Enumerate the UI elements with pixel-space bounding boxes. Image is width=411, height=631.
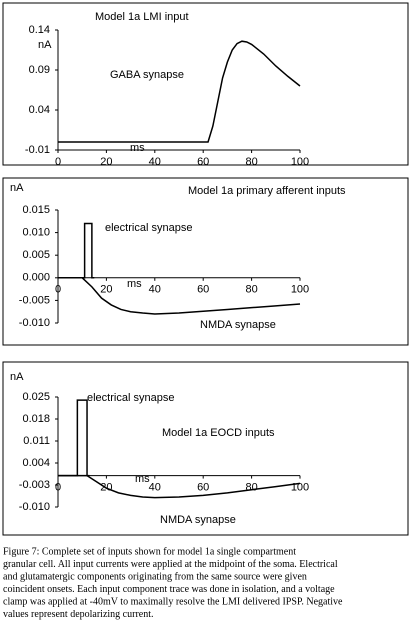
y-tick-label: -0.005 bbox=[19, 294, 50, 306]
chart-title: Model 1a primary afferent inputs bbox=[188, 185, 346, 197]
x-axis-label: ms bbox=[130, 142, 145, 154]
y-tick-label: -0.010 bbox=[19, 317, 50, 329]
series-line bbox=[58, 277, 301, 315]
y-tick-label: 0.09 bbox=[29, 64, 50, 76]
y-tick-label: 0.004 bbox=[22, 457, 50, 469]
y-tick-label: 0.005 bbox=[22, 249, 50, 261]
panel-frame bbox=[2, 2, 409, 166]
series-line bbox=[58, 474, 301, 499]
y-axis-label: nA bbox=[10, 182, 24, 194]
x-tick-label: 20 bbox=[100, 156, 112, 168]
series-line bbox=[58, 222, 95, 279]
chart-title: Model 1a LMI input bbox=[95, 11, 189, 23]
caption-line: granular cell. All input currents were a… bbox=[3, 559, 338, 570]
x-tick-label: 100 bbox=[291, 481, 309, 493]
y-tick-label: -0.010 bbox=[19, 501, 50, 513]
x-tick-label: 0 bbox=[55, 156, 61, 168]
x-tick-label: 60 bbox=[197, 156, 209, 168]
annotation: NMDA synapse bbox=[200, 319, 276, 331]
y-tick-label: 0.011 bbox=[23, 435, 50, 447]
x-tick-label: 20 bbox=[100, 284, 112, 296]
y-axis-label: nA bbox=[10, 371, 24, 383]
panel-frame bbox=[2, 361, 409, 536]
x-tick-label: 80 bbox=[245, 284, 257, 296]
series-line bbox=[58, 399, 90, 477]
annotation: GABA synapse bbox=[110, 69, 184, 81]
y-tick-label: 0.000 bbox=[22, 272, 50, 284]
caption-line: clamp was applied at -40mV to maximally … bbox=[3, 596, 343, 607]
y-tick-label: -0.01 bbox=[25, 144, 50, 156]
panel-frame bbox=[2, 177, 409, 346]
caption-line: and glutamatergic components originating… bbox=[3, 571, 307, 582]
x-tick-label: 40 bbox=[149, 284, 161, 296]
caption-line: values represent depolarizing current. bbox=[3, 609, 154, 620]
x-tick-label: 100 bbox=[291, 156, 309, 168]
x-tick-label: 60 bbox=[197, 481, 209, 493]
annotation: electrical synapse bbox=[87, 392, 174, 404]
x-tick-label: 100 bbox=[291, 284, 309, 296]
y-tick-label: -0.003 bbox=[19, 479, 50, 491]
x-tick-label: 40 bbox=[149, 156, 161, 168]
y-tick-label: 0.025 bbox=[22, 391, 50, 403]
x-tick-label: 40 bbox=[149, 481, 161, 493]
y-tick-label: 0.018 bbox=[22, 413, 50, 425]
y-tick-label: 0.04 bbox=[29, 104, 50, 116]
chart-title: Model 1a EOCD inputs bbox=[162, 427, 275, 439]
annotation: electrical synapse bbox=[105, 222, 192, 234]
x-tick-label: 80 bbox=[245, 156, 257, 168]
series-line bbox=[58, 40, 301, 143]
caption-line: coincident onsets. Each input component … bbox=[3, 584, 335, 595]
x-tick-label: 0 bbox=[55, 284, 61, 296]
x-tick-label: 0 bbox=[55, 481, 61, 493]
y-tick-label: 0.010 bbox=[22, 227, 50, 239]
x-tick-label: 60 bbox=[197, 284, 209, 296]
y-tick-label: 0.14 bbox=[29, 24, 50, 36]
x-axis-label: ms bbox=[127, 278, 142, 290]
annotation: NMDA synapse bbox=[160, 514, 236, 526]
y-tick-label: 0.015 bbox=[22, 204, 50, 216]
caption-line: Figure 7: Complete set of inputs shown f… bbox=[3, 546, 296, 557]
x-tick-label: 80 bbox=[245, 481, 257, 493]
y-axis-label: nA bbox=[38, 39, 52, 51]
